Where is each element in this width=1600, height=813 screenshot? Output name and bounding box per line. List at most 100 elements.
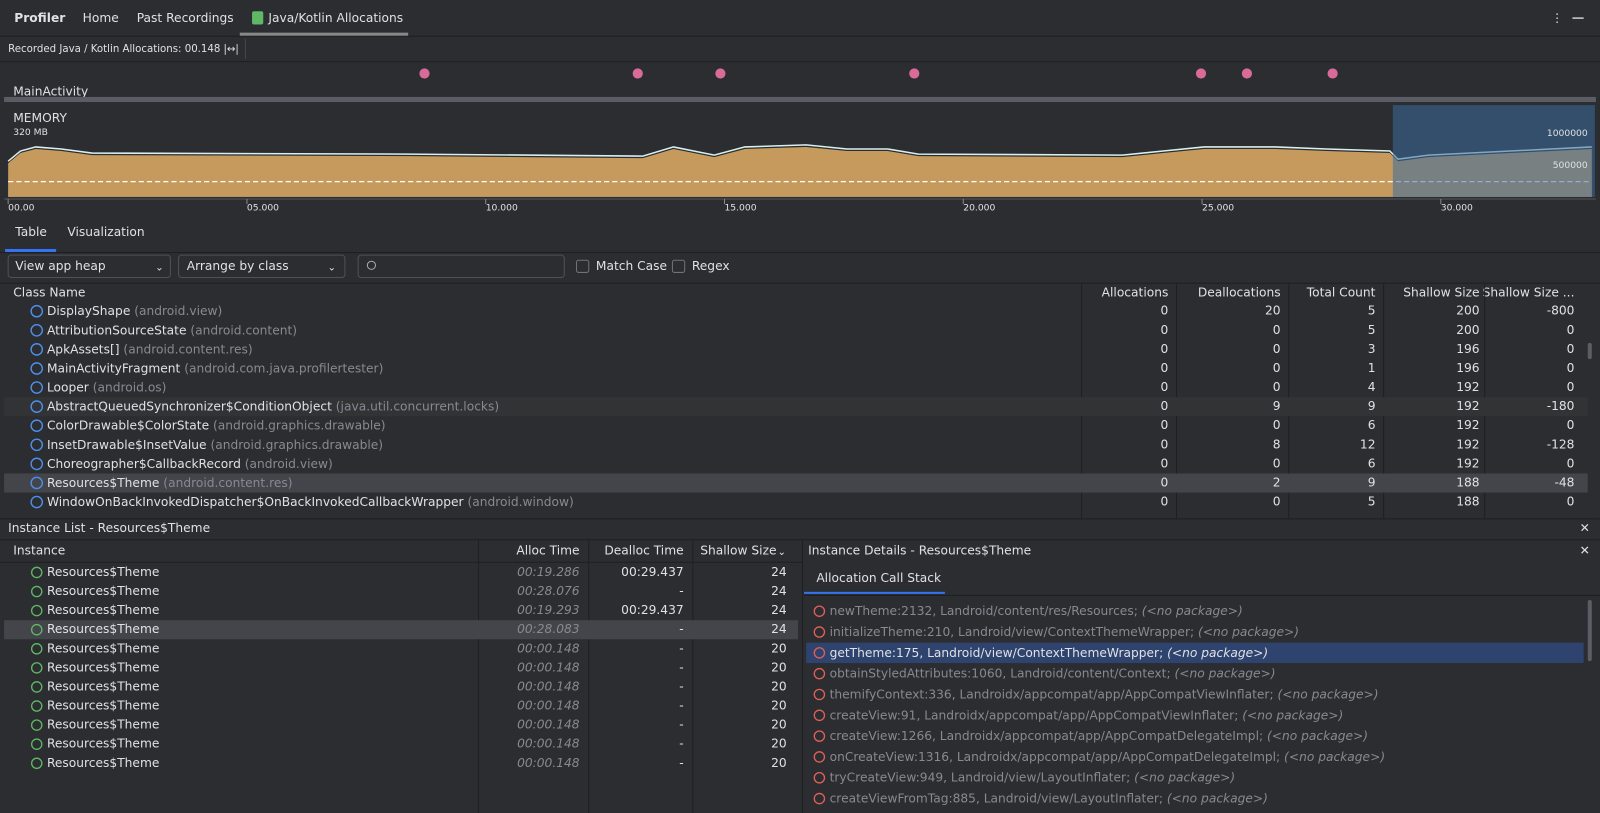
tick-label: 15.000 [724,203,756,214]
shallow-size: 20 [771,756,787,770]
tab[interactable]: Java/Kotlin Allocations [267,11,403,25]
column-header[interactable]: Dealloc Time [604,544,683,558]
column-header[interactable]: Deallocations [1198,285,1281,299]
view-tab[interactable]: Table [14,225,47,239]
cell: 200 [1456,304,1479,318]
cell: 0 [1273,342,1281,356]
divider [0,518,1600,519]
instance-name[interactable]: Resources$Theme [47,584,159,598]
event-dot[interactable] [715,68,725,78]
class-row[interactable]: MainActivityFragment (android.com.java.p… [47,361,383,375]
view-tab[interactable]: Visualization [67,225,144,239]
event-dot[interactable] [1328,68,1338,78]
alloc-time: 00:00.148 [517,756,580,770]
column-header[interactable]: Shallow Size [700,544,776,558]
method: obtainStyledAttributes:1060, Landroid/co… [830,666,1171,680]
column-header[interactable]: Alloc Time [516,544,579,558]
package: (<no package>) [1142,604,1243,618]
column-header[interactable]: Shallow Size ... [1483,285,1575,299]
stack-frame[interactable]: initializeTheme:210, Landroid/view/Conte… [830,625,1299,639]
tick-label: 05.000 [247,203,279,214]
instance-name[interactable]: Resources$Theme [47,737,159,751]
stack-frame[interactable]: createView:1266, Landroidx/appcompat/app… [830,729,1368,743]
stack-frame[interactable]: obtainStyledAttributes:1060, Landroid/co… [830,666,1276,680]
cell: 192 [1456,380,1479,394]
package-name: (android.content.res) [163,475,292,489]
class-row[interactable]: DisplayShape (android.view) [47,304,222,318]
cell: 0 [1161,456,1169,470]
instance-details-title: Instance Details - Resources$Theme [808,544,1031,558]
class-row[interactable]: Looper (android.os) [47,380,167,394]
right-axis-label: 500000 [1553,160,1588,171]
shallow-size: 20 [771,679,787,693]
cell: 9 [1273,399,1281,413]
dealloc-time: - [679,699,683,713]
class-row[interactable]: AbstractQueuedSynchronizer$ConditionObje… [47,399,499,413]
class-row[interactable]: AttributionSourceState (android.content) [47,323,297,337]
class-row[interactable]: InsetDrawable$InsetValue (android.graphi… [47,437,383,451]
tab-underline [5,249,56,252]
stack-frame[interactable]: onCreateView:1316, Landroidx/appcompat/a… [830,749,1386,763]
cell: 20 [1265,304,1281,318]
tab[interactable]: Past Recordings [137,11,234,25]
instance-name[interactable]: Resources$Theme [47,641,159,655]
search-field[interactable] [358,255,564,277]
column-header[interactable]: Allocations [1102,285,1169,299]
event-dot[interactable] [909,68,919,78]
class-row[interactable]: Choreographer$CallbackRecord (android.vi… [47,456,333,470]
stack-frame[interactable]: themifyContext:336, Landroidx/appcompat/… [830,687,1379,701]
instance-name[interactable]: Resources$Theme [47,660,159,674]
instance-name[interactable]: Resources$Theme [47,718,159,732]
dealloc-time: - [679,679,683,693]
cell: 196 [1456,361,1480,375]
instance-name[interactable]: Resources$Theme [47,699,159,713]
class-row[interactable]: WindowOnBackInvokedDispatcher$OnBackInvo… [47,495,574,509]
event-dot[interactable] [419,68,429,78]
close-button[interactable]: ✕ [1580,544,1590,558]
stack-frame[interactable]: createViewFromTag:885, Landroid/view/Lay… [830,791,1268,805]
column-header[interactable]: Total Count [1306,285,1376,299]
menu-button[interactable]: ⋮ [1551,11,1563,25]
details-tab[interactable]: Allocation Call Stack [816,571,942,585]
instance-name[interactable]: Resources$Theme [47,756,159,770]
dealloc-time: - [679,584,683,598]
cell: 0 [1567,456,1575,470]
class-row[interactable]: ColorDrawable$ColorState (android.graphi… [47,418,386,432]
cell: 8 [1273,437,1281,451]
cell: -48 [1554,475,1574,489]
minimize-button[interactable] [1572,17,1583,19]
close-button[interactable]: ✕ [1580,521,1590,535]
event-dot[interactable] [633,68,643,78]
instance-name[interactable]: Resources$Theme [47,679,159,693]
selection-range[interactable] [1393,105,1595,197]
tab[interactable]: Home [83,11,119,25]
instance-name[interactable]: Resources$Theme [47,603,159,617]
class-row[interactable]: ApkAssets[] (android.content.res) [47,342,253,356]
method: createView:91, Landroidx/appcompat/app/A… [830,708,1239,722]
cell: 1 [1368,361,1376,375]
divider [0,61,1600,62]
column-header[interactable]: Instance [13,544,65,558]
cell: 188 [1456,475,1479,489]
instance-name[interactable]: Resources$Theme [47,622,159,636]
event-dot[interactable] [1242,68,1252,78]
stack-frame[interactable]: tryCreateView:949, Landroid/view/LayoutI… [830,770,1236,784]
event-dot[interactable] [1196,68,1206,78]
package-name: (android.graphics.drawable) [210,437,383,451]
zoom-fit-button[interactable]: |↔| [223,44,238,55]
column-header[interactable]: Class Name [13,285,85,299]
cell: 192 [1456,437,1479,451]
cell: 0 [1567,380,1575,394]
stack-frame[interactable]: createView:91, Landroidx/appcompat/app/A… [830,708,1344,722]
divider [804,595,1600,596]
class-name: Choreographer$CallbackRecord [47,456,241,470]
stack-frame[interactable]: getTheme:175, Landroid/view/ContextTheme… [830,645,1269,659]
cell: 0 [1161,495,1169,509]
column-header[interactable]: Shallow Size [1403,285,1479,299]
class-row[interactable]: Resources$Theme (android.content.res) [47,475,293,489]
stack-frame[interactable]: newTheme:2132, Landroid/content/res/Reso… [830,604,1243,618]
alloc-time: 00:19.286 [517,565,580,579]
alloc-time: 00:00.148 [517,718,580,732]
class-name: InsetDrawable$InsetValue [47,437,207,451]
instance-name[interactable]: Resources$Theme [47,565,159,579]
